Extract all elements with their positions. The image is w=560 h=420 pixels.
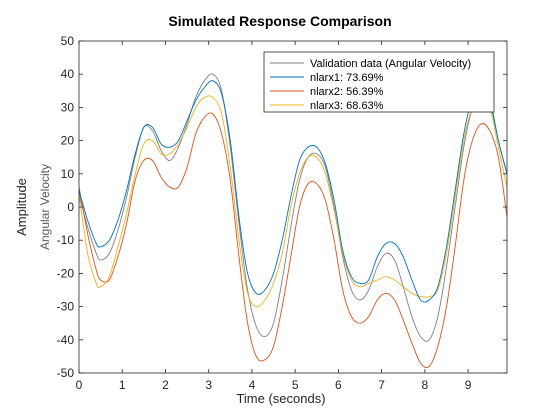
legend-entry-2: nlarx2: 56.39% xyxy=(310,86,384,98)
x-tick-label: 4 xyxy=(249,378,256,392)
chart-title: Simulated Response Comparison xyxy=(168,13,391,29)
legend-entry-1: nlarx1: 73.69% xyxy=(310,72,384,84)
x-tick-label: 6 xyxy=(335,378,342,392)
y-tick-label: -10 xyxy=(57,233,75,247)
y-tick-label: 50 xyxy=(61,34,75,48)
y-tick-label: -40 xyxy=(57,333,75,347)
x-axis-label: Time (seconds) xyxy=(236,391,325,406)
x-tick-label: 1 xyxy=(119,378,126,392)
y-tick-label: -30 xyxy=(57,300,75,314)
y-tick-label: -20 xyxy=(57,266,75,280)
y-tick-label: 40 xyxy=(61,67,75,81)
y-tick-label: 10 xyxy=(61,167,75,181)
x-tick-label: 3 xyxy=(205,378,212,392)
y-tick-label: -50 xyxy=(57,366,75,380)
x-tick-label: 9 xyxy=(465,378,472,392)
series-line-3 xyxy=(79,95,507,308)
series-line-2 xyxy=(79,112,507,369)
series-layer xyxy=(79,73,507,369)
x-tick-label: 2 xyxy=(162,378,169,392)
series-line-1 xyxy=(79,80,507,303)
y-channel-label: Angular Velocity xyxy=(38,164,52,250)
y-tick-label: 30 xyxy=(61,100,75,114)
x-tick-label: 8 xyxy=(422,378,429,392)
series-line-0 xyxy=(79,73,507,342)
legend-entry-3: nlarx3: 68.63% xyxy=(310,100,384,112)
y-tick-label: 0 xyxy=(67,200,74,214)
x-tick-label: 5 xyxy=(292,378,299,392)
legend-entry-0: Validation data (Angular Velocity) xyxy=(310,58,471,70)
ticks-layer: 0 1 2 3 4 5 6 7 8 9 -50 -40 -30 -20 -10 0 10 20 30 40 50 xyxy=(57,34,507,392)
legend-box xyxy=(263,51,495,113)
legend: Validation data (Angular Velocity) nlarx1… xyxy=(263,51,495,113)
x-tick-label: 0 xyxy=(76,378,83,392)
y-tick-label: 20 xyxy=(61,134,75,148)
y-axis-label: Amplitude xyxy=(14,178,29,236)
x-tick-label: 7 xyxy=(378,378,385,392)
